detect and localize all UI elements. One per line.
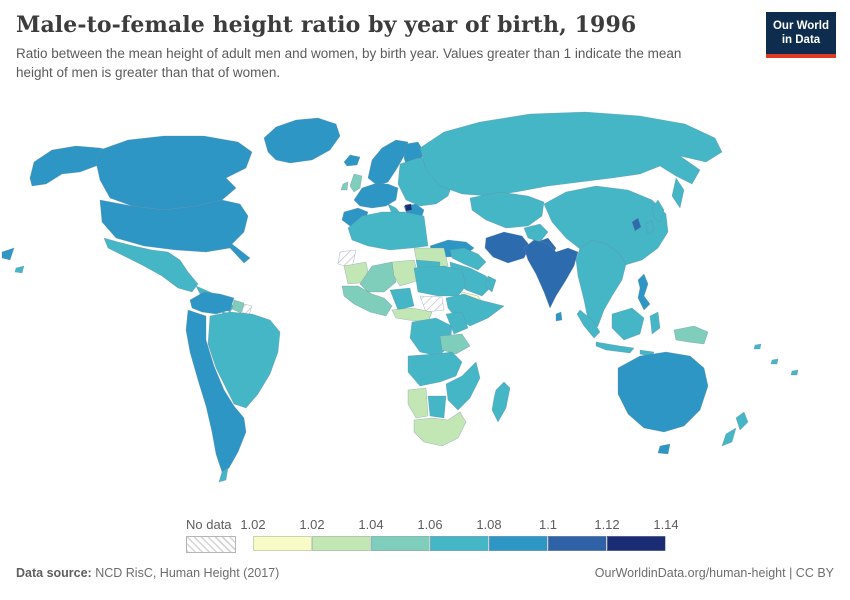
legend-no-data-label: No data [186,517,232,532]
country-china-mongolia[interactable] [543,185,669,267]
country-sumatra[interactable] [576,309,601,339]
owid-logo-line1: Our World [772,20,829,32]
country-afghanistan[interactable] [523,223,549,243]
country-canada[interactable] [95,135,253,211]
legend-tick-label: 1.02 [299,517,325,532]
world-map [0,100,850,505]
legend-tick-label: 1.04 [358,517,384,532]
country-western-europe[interactable] [353,183,399,209]
legend-swatch[interactable] [371,536,430,551]
country-sulawesi[interactable] [649,311,661,335]
country-se-asia[interactable] [575,239,627,335]
country-nigeria[interactable] [389,287,415,311]
country-niger[interactable] [391,259,421,287]
legend-swatch[interactable] [607,536,666,551]
country-western-south-america[interactable] [185,309,247,473]
legend-tick-label: 1.12 [594,517,620,532]
country-west-africa[interactable] [341,285,393,317]
chart-subtitle: Ratio between the mean height of adult m… [16,46,682,80]
legend-tick-label: 1.02 [240,517,266,532]
legend-tick-label: 1.14 [653,517,679,532]
data-source-text: NCD RisC, Human Height (2017) [91,566,280,580]
country-pacific-speck-2[interactable] [770,358,779,365]
country-sri-lanka[interactable] [555,311,563,322]
data-source: Data source: NCD RisC, Human Height (201… [16,566,279,580]
country-pacific-speck-3[interactable] [790,369,799,376]
country-tasmania[interactable] [657,443,671,455]
country-botswana[interactable] [427,395,447,419]
legend-no-data-swatch[interactable] [186,536,236,553]
world-map-svg [1,111,799,483]
map-legend: No data 1.02 1.02 1.04 1.06 1.08 1.1 1.12 1.14 [0,517,850,555]
country-borneo[interactable] [611,307,645,341]
chart-header: Male-to-female height ratio by year of b… [16,12,834,83]
country-new-zealand-south[interactable] [721,427,737,447]
country-iraq-levant[interactable] [449,247,487,271]
country-chukotka-fragment[interactable] [1,247,15,261]
country-papua-new-guinea[interactable] [673,325,709,345]
legend-swatch[interactable] [430,536,489,551]
country-madagascar[interactable] [491,381,511,423]
page-title: Male-to-female height ratio by year of b… [16,12,637,38]
country-pacific-speck-1[interactable] [753,343,762,350]
country-kamchatka[interactable] [671,177,685,209]
country-north-africa[interactable] [347,211,429,251]
legend-tick-label: 1.1 [538,517,558,532]
country-japan[interactable] [645,199,665,235]
owid-logo-line2: in Data [781,34,821,47]
country-montenegro[interactable] [404,203,413,212]
country-zimbabwe-mozambique[interactable] [445,361,481,411]
country-brazil[interactable] [207,311,281,409]
country-colombia-venezuela[interactable] [189,291,235,315]
legend-swatch[interactable] [253,536,312,551]
country-india[interactable] [523,239,579,309]
legend-tick-label: 1.06 [417,517,443,532]
country-philippines[interactable] [637,273,651,311]
country-hawaii[interactable] [14,265,25,274]
legend-tick-label: 1.08 [476,517,502,532]
country-south-korea[interactable] [631,217,642,232]
country-iceland[interactable] [343,154,361,167]
country-uk[interactable] [349,173,363,193]
country-australia[interactable] [617,351,709,433]
legend-swatch[interactable] [312,536,371,551]
country-south-sudan[interactable] [419,295,445,313]
country-usa[interactable] [99,199,251,264]
country-java[interactable] [595,341,635,354]
legend-swatch[interactable] [548,536,607,551]
license-link[interactable]: OurWorldinData.org/human-height | CC BY [594,566,834,580]
country-angola-zambia[interactable] [407,351,463,387]
legend-swatch[interactable] [489,536,548,551]
country-central-asia[interactable] [469,191,545,229]
legend-color-bar [253,536,666,551]
country-chile-tip[interactable] [218,467,229,483]
country-namibia[interactable] [407,387,429,419]
country-new-zealand-north[interactable] [735,411,749,431]
country-tanzania[interactable] [439,333,471,355]
country-oman[interactable] [484,275,497,293]
country-mexico[interactable] [103,237,199,293]
country-south-africa[interactable] [413,411,467,447]
country-ireland[interactable] [340,181,349,191]
owid-logo[interactable]: Our World in Data [766,12,836,58]
data-source-label: Data source: [16,566,92,580]
country-sudan[interactable] [413,265,467,297]
chart-footer: Data source: NCD RisC, Human Height (201… [16,566,834,580]
country-kenya[interactable] [445,311,469,335]
country-iran[interactable] [484,231,531,264]
country-greenland[interactable] [263,117,341,164]
